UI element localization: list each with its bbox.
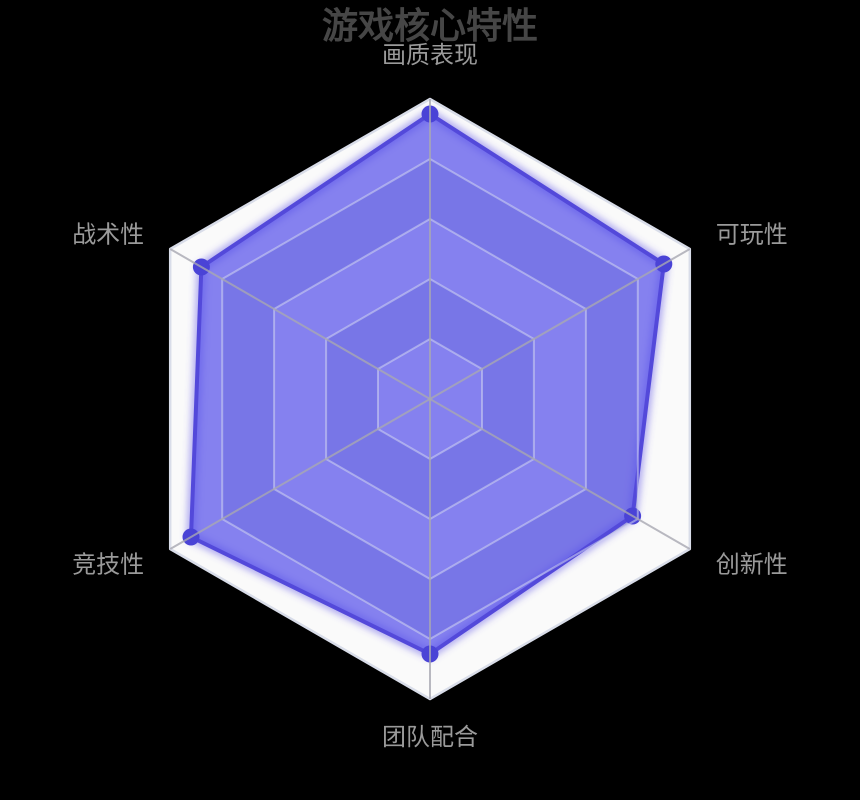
axis-label-1: 可玩性 (716, 222, 788, 249)
axis-label-2: 创新性 (716, 552, 788, 579)
axis-spoke-4 (169, 398, 431, 550)
axis-label-5: 战术性 (72, 222, 144, 249)
axis-spoke-5 (169, 248, 431, 400)
axis-label-3: 团队配合 (382, 724, 478, 751)
axis-label-0: 画质表现 (382, 42, 478, 69)
axis-label-4: 竞技性 (72, 552, 144, 579)
axis-spokes (169, 99, 691, 699)
chart-title: 游戏核心特性 (322, 5, 538, 46)
axis-spoke-1 (429, 248, 691, 400)
axis-spoke-2 (429, 398, 691, 550)
